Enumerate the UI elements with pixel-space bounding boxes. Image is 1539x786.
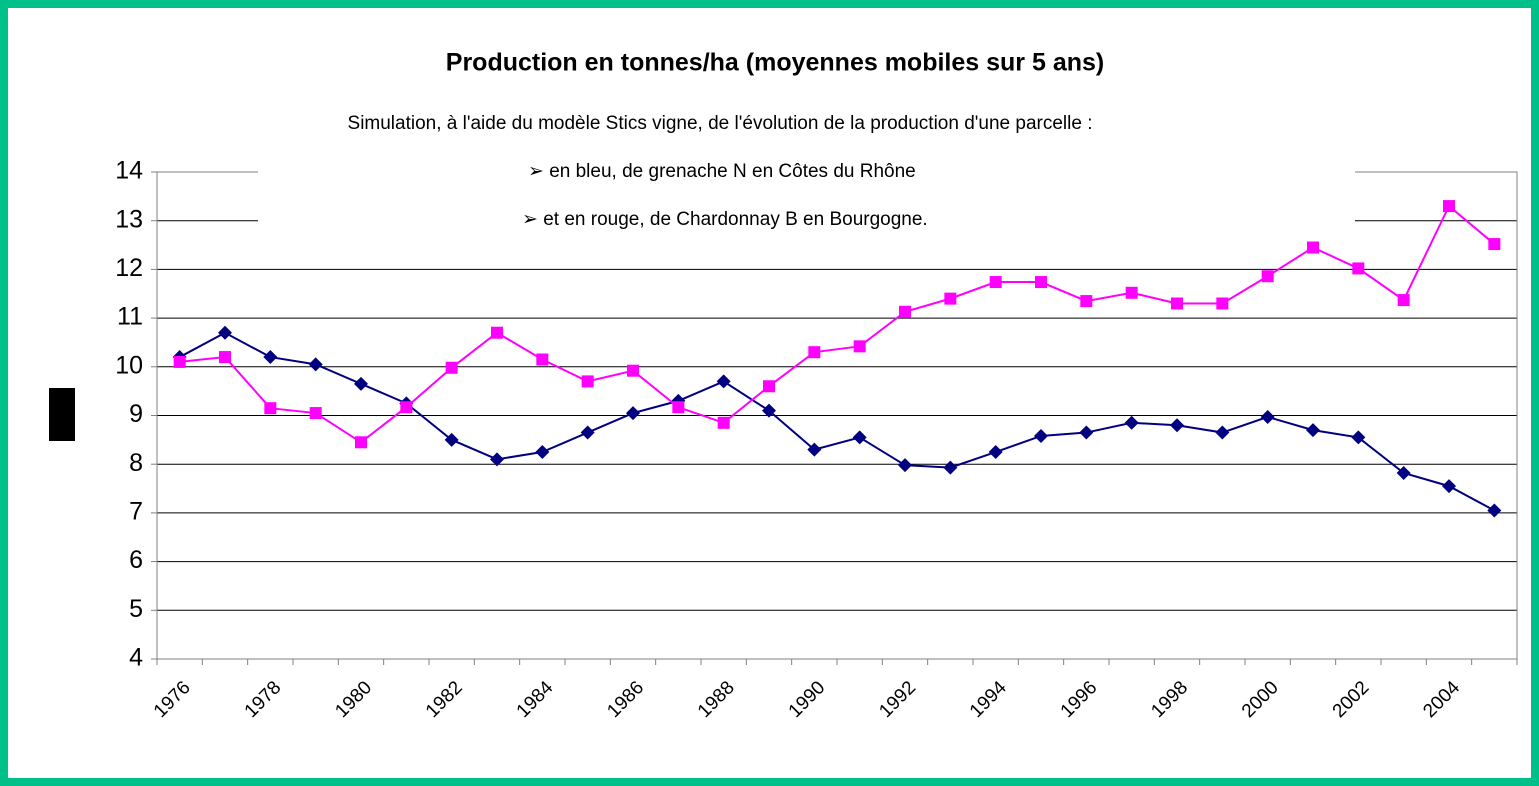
marker	[490, 452, 504, 467]
y-tick-label: 10	[115, 351, 143, 379]
marker	[491, 326, 503, 339]
marker	[1397, 294, 1410, 307]
marker	[898, 458, 912, 473]
marker	[1442, 479, 1456, 494]
marker	[1352, 262, 1365, 275]
annotation-box	[258, 150, 1355, 245]
marker	[1124, 415, 1139, 430]
marker	[219, 351, 231, 364]
marker	[944, 292, 957, 305]
marker	[400, 401, 413, 414]
y-tick-label: 14	[115, 157, 143, 185]
chart-title: Production en tonnes/ha (moyennes mobile…	[446, 49, 1104, 77]
marker	[626, 406, 640, 421]
marker	[1260, 409, 1275, 424]
annotation: ➢ et en rouge, de Chardonnay B en Bourgo…	[522, 209, 928, 230]
marker	[807, 442, 822, 457]
marker	[218, 325, 232, 340]
marker	[1488, 238, 1501, 251]
series-line	[179, 331, 1495, 512]
marker	[852, 430, 867, 445]
marker	[309, 407, 322, 420]
marker	[445, 361, 458, 374]
marker	[717, 416, 730, 429]
y-axis-label-box	[49, 388, 75, 441]
marker	[716, 374, 731, 389]
marker	[899, 305, 911, 318]
marker	[1487, 503, 1502, 518]
marker	[1351, 430, 1366, 445]
y-tick-label: 4	[129, 644, 143, 672]
marker	[581, 375, 594, 388]
marker	[1171, 297, 1183, 310]
marker	[308, 357, 323, 372]
marker	[672, 401, 685, 414]
marker	[355, 436, 367, 449]
marker	[1443, 200, 1455, 213]
marker	[535, 445, 550, 460]
marker	[762, 403, 776, 418]
marker	[173, 355, 186, 368]
marker	[853, 340, 866, 353]
marker	[943, 460, 958, 475]
chart-background	[8, 8, 1531, 778]
marker	[263, 350, 278, 365]
annotation: ➢ en bleu, de grenache N en Côtes du Rhô…	[528, 161, 916, 182]
marker	[1080, 295, 1093, 308]
marker	[444, 432, 459, 447]
marker	[627, 364, 639, 377]
marker	[808, 346, 821, 359]
marker	[580, 425, 595, 440]
marker	[1307, 241, 1319, 254]
chart-subtitle: Simulation, à l'aide du modèle Stics vig…	[348, 113, 1093, 134]
series-line	[179, 204, 1495, 444]
marker	[1079, 425, 1094, 440]
y-tick-label: 13	[115, 205, 143, 233]
y-tick-label: 12	[115, 254, 143, 282]
y-tick-label: 11	[117, 303, 143, 331]
marker	[1215, 425, 1230, 440]
marker	[354, 376, 368, 391]
y-tick-label: 9	[129, 400, 143, 428]
marker	[989, 276, 1002, 289]
marker	[536, 353, 549, 366]
y-tick-label: 5	[129, 595, 143, 623]
marker	[1216, 297, 1229, 310]
marker	[1170, 418, 1184, 433]
marker	[1035, 276, 1047, 289]
marker	[264, 402, 277, 415]
marker	[1306, 423, 1320, 438]
y-tick-label: 7	[129, 498, 143, 526]
marker	[988, 445, 1003, 460]
y-tick-label: 6	[129, 546, 143, 574]
marker	[1261, 270, 1274, 283]
marker	[1125, 286, 1138, 299]
y-tick-label: 8	[129, 449, 143, 477]
marker	[1396, 465, 1411, 480]
marker	[1034, 428, 1048, 443]
marker	[763, 380, 775, 393]
